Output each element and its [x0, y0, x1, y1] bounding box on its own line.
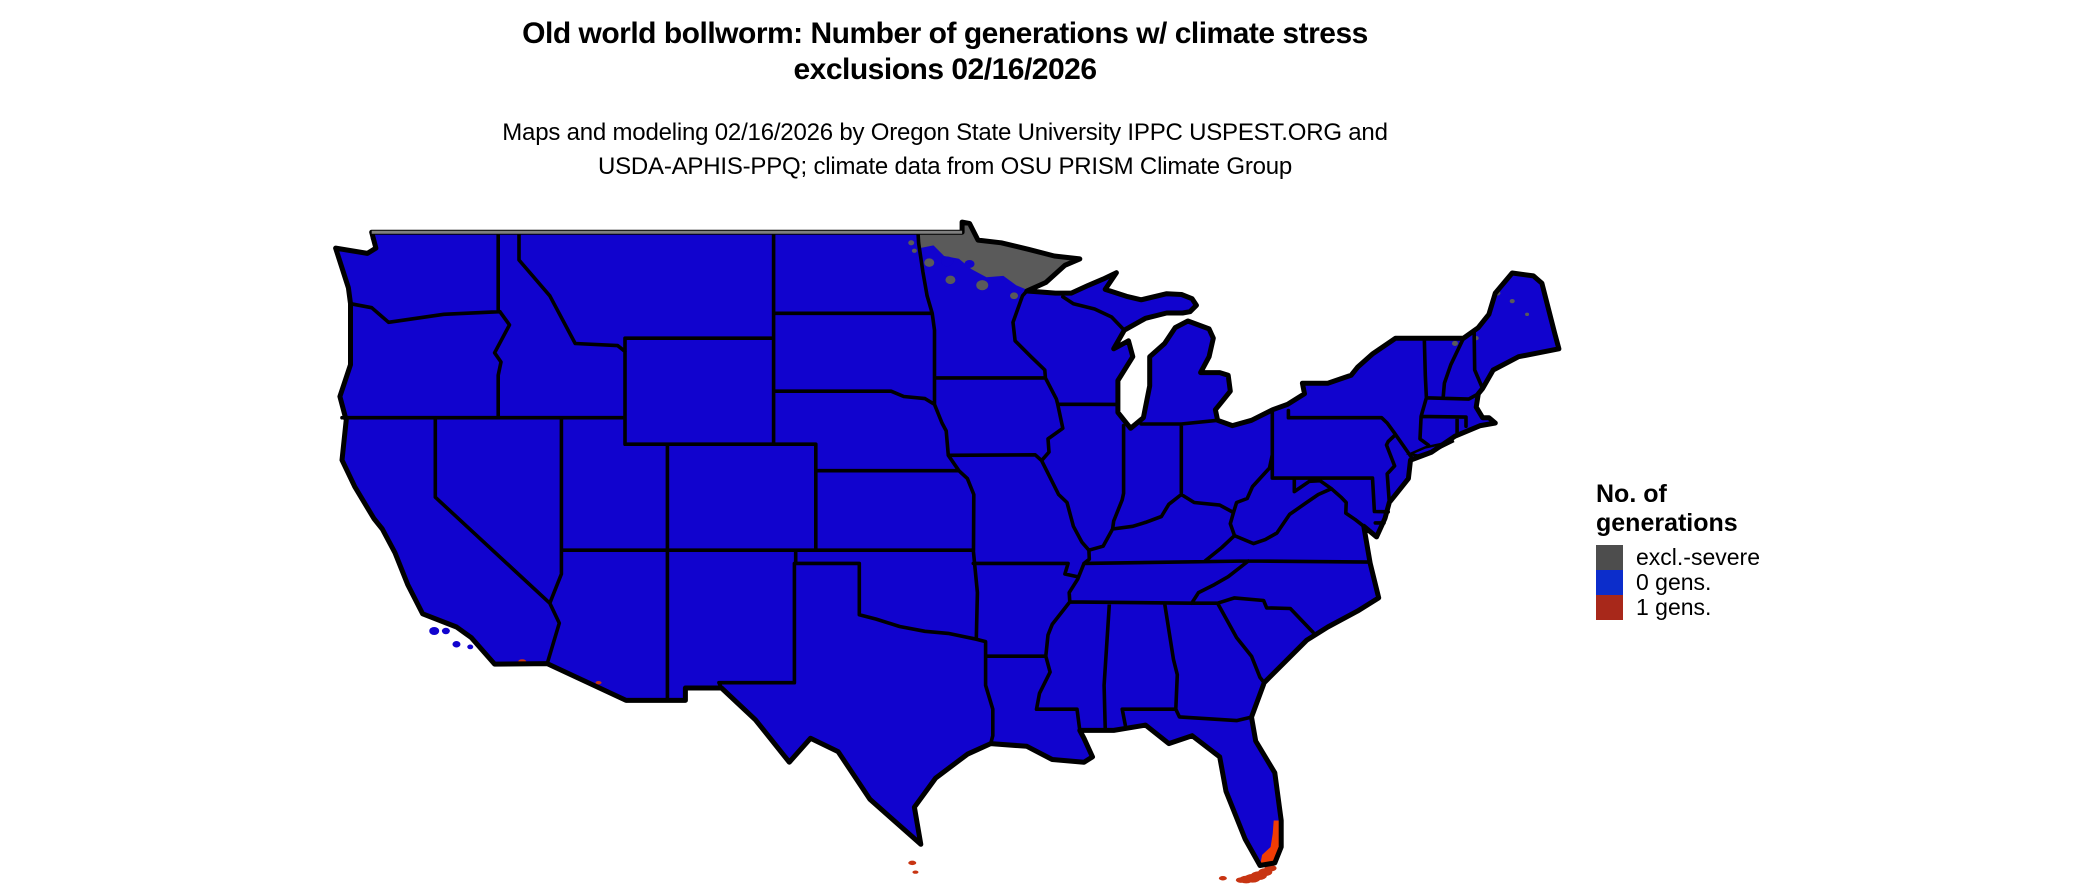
excluded-severe-dot-5: [911, 248, 917, 253]
excluded-severe-dot-9: [1509, 298, 1515, 304]
figure-subtitle: Maps and modeling 02/16/2026 by Oregon S…: [0, 116, 1890, 184]
legend-rows: excl.-severe 0 gens. 1 gens.: [1596, 544, 1896, 620]
legend-swatch-0: [1596, 545, 1623, 570]
legend-swatch-2: [1596, 595, 1623, 620]
excluded-severe-region-0: [918, 222, 1080, 290]
legend-item-2: 1 gens.: [1596, 594, 1896, 620]
map-legend: No. of generations excl.-severe 0 gens. 1 …: [1596, 480, 1896, 620]
island-dot-1: [441, 627, 450, 635]
title-line-1: Old world bollworm: Number of generation…: [522, 17, 1368, 50]
excluded-severe-dot-6: [1451, 340, 1458, 347]
legend-label-0: excl.-severe: [1636, 544, 1760, 570]
excluded-severe-dot-4: [908, 240, 915, 246]
subtitle-line-2: USDA-APHIS-PPQ; climate data from OSU PR…: [597, 153, 1293, 180]
us-landmass-fill: [335, 222, 1559, 866]
one-gen-dot-8: [595, 681, 602, 685]
island-dot-3: [467, 644, 474, 650]
one-gen-dot-0: [1218, 876, 1227, 881]
one-gen-dot-10: [912, 870, 919, 874]
state-borders: [340, 230, 1485, 746]
severe-hole-0: [941, 256, 954, 267]
page-title: Old world bollworm: Number of generation…: [0, 16, 1890, 88]
excluded-severe-dot-3: [924, 258, 935, 267]
island-dot-2: [452, 641, 461, 648]
island-dot-0: [429, 627, 440, 636]
excluded-severe-dot-2: [1010, 292, 1019, 300]
legend-title-line-2: generations: [1596, 509, 1738, 537]
title-line-2: exclusions 02/16/2026: [793, 53, 1097, 86]
legend-title-line-1: No. of: [1596, 480, 1667, 508]
legend-item-0: excl.-severe: [1596, 544, 1896, 570]
legend-swatch-1: [1596, 570, 1623, 595]
subtitle-line-1: Maps and modeling 02/16/2026 by Oregon S…: [502, 119, 1388, 146]
severe-hole-1: [964, 259, 975, 268]
excluded-severe-dot-0: [976, 280, 989, 291]
excluded-severe-dot-1: [945, 275, 956, 285]
legend-label-2: 1 gens.: [1636, 594, 1712, 620]
legend-label-1: 0 gens.: [1636, 569, 1712, 595]
legend-item-1: 0 gens.: [1596, 569, 1896, 595]
excluded-severe-dot-10: [1525, 312, 1530, 317]
legend-title: No. of generations: [1596, 480, 1896, 538]
figure-header: Old world bollworm: Number of generation…: [0, 16, 1890, 184]
one-gen-dot-9: [908, 860, 917, 866]
